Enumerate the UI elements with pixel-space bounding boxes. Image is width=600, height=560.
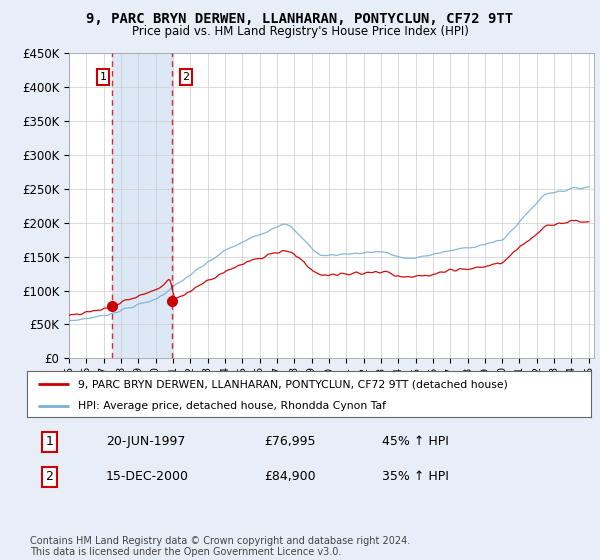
Bar bbox=[112, 53, 172, 358]
Text: 9, PARC BRYN DERWEN, LLANHARAN, PONTYCLUN, CF72 9TT: 9, PARC BRYN DERWEN, LLANHARAN, PONTYCLU… bbox=[86, 12, 514, 26]
Text: 2: 2 bbox=[46, 470, 53, 483]
Text: 2: 2 bbox=[182, 72, 190, 82]
Text: Price paid vs. HM Land Registry's House Price Index (HPI): Price paid vs. HM Land Registry's House … bbox=[131, 25, 469, 38]
Text: Contains HM Land Registry data © Crown copyright and database right 2024.
This d: Contains HM Land Registry data © Crown c… bbox=[30, 535, 410, 557]
Text: 35% ↑ HPI: 35% ↑ HPI bbox=[382, 470, 449, 483]
Text: 15-DEC-2000: 15-DEC-2000 bbox=[106, 470, 189, 483]
Text: 45% ↑ HPI: 45% ↑ HPI bbox=[382, 435, 449, 449]
Text: £76,995: £76,995 bbox=[264, 435, 316, 449]
Text: 1: 1 bbox=[100, 72, 107, 82]
Text: 9, PARC BRYN DERWEN, LLANHARAN, PONTYCLUN, CF72 9TT (detached house): 9, PARC BRYN DERWEN, LLANHARAN, PONTYCLU… bbox=[78, 379, 508, 389]
Text: HPI: Average price, detached house, Rhondda Cynon Taf: HPI: Average price, detached house, Rhon… bbox=[78, 401, 386, 410]
Text: 1: 1 bbox=[46, 435, 53, 449]
Text: 20-JUN-1997: 20-JUN-1997 bbox=[106, 435, 185, 449]
Text: £84,900: £84,900 bbox=[264, 470, 316, 483]
